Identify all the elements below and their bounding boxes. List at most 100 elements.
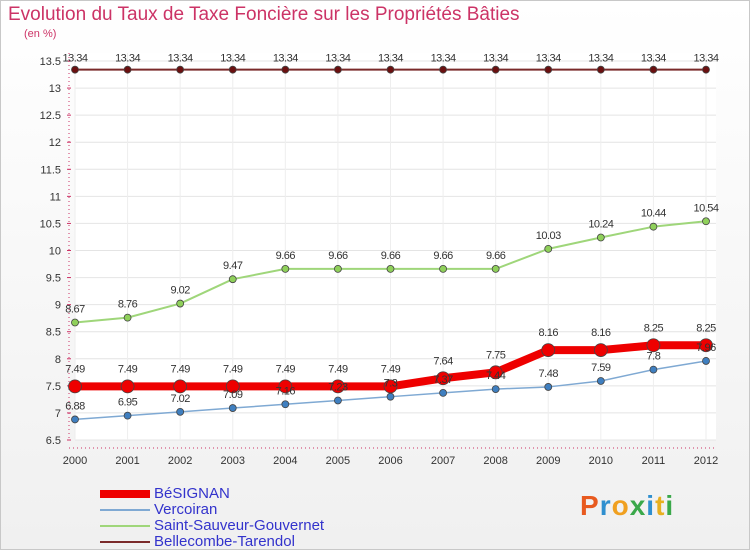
data-point [281, 400, 290, 409]
data-point [176, 407, 185, 416]
data-label: 13.34 [115, 53, 140, 65]
data-label: 9.66 [433, 250, 453, 262]
x-tick-label: 2011 [642, 455, 666, 467]
y-tick-label: 12 [49, 137, 61, 149]
line-chart: 6.5 7 7.5 8 8.5 9 9.5 10 10.5 11 11.5 12 12.5 13 13.5 2… [40, 53, 720, 467]
data-label: 9.66 [328, 250, 348, 262]
data-label: 7.75 [486, 349, 506, 361]
data-point [488, 365, 503, 380]
data-point [176, 299, 185, 308]
data-label: 9.02 [170, 285, 190, 297]
legend-swatch [100, 541, 150, 543]
logo-letter: t [655, 490, 666, 521]
data-point [649, 222, 658, 231]
x-tick-label: 2012 [694, 455, 718, 467]
data-labels-layer: 13.34 13.34 13.34 13.34 13.34 13.34 13.34 13.34… [62, 53, 719, 413]
data-point [436, 371, 450, 386]
data-label: 7.64 [433, 355, 453, 367]
data-label: 9.47 [223, 260, 243, 272]
x-tick-label: 2009 [536, 455, 560, 467]
data-label: 13.34 [588, 53, 613, 65]
proxiti-logo: Proxiti [580, 490, 674, 522]
y-tick-label: 10.5 [40, 218, 61, 230]
data-point [334, 65, 342, 74]
data-point [646, 338, 661, 353]
data-label: 8.67 [65, 304, 85, 316]
data-point [702, 357, 710, 365]
data-point [120, 379, 135, 394]
data-point [334, 265, 342, 273]
data-label: 7.02 [170, 393, 190, 405]
y-tick-label: 10 [49, 246, 61, 258]
data-point [491, 65, 500, 74]
data-label: 8.76 [118, 299, 138, 311]
x-tick-label: 2004 [273, 455, 297, 467]
data-label: 7.49 [118, 363, 138, 375]
data-label: 7.49 [381, 363, 401, 375]
data-label: 13.34 [273, 53, 298, 65]
grid-layer [74, 53, 716, 441]
y-tick-label: 8.5 [46, 327, 61, 339]
y-tick-label: 12.5 [40, 110, 61, 122]
data-point [593, 343, 608, 358]
data-label: 13.34 [693, 53, 718, 65]
data-label: 7.49 [276, 363, 296, 375]
data-label: 13.34 [220, 53, 245, 65]
data-point [702, 65, 710, 74]
data-label: 10.03 [536, 230, 561, 242]
data-point [544, 244, 553, 253]
data-point [278, 379, 293, 394]
data-label: 7.37 [433, 374, 453, 386]
y-tick-label: 13 [49, 83, 61, 95]
data-label: 7.8 [647, 351, 661, 363]
data-label: 13.34 [536, 53, 561, 65]
logo-letter: i [665, 490, 675, 521]
data-label: 7.49 [328, 363, 348, 375]
data-point [439, 388, 447, 397]
data-label: 10.44 [641, 208, 666, 220]
data-label: 9.66 [276, 250, 296, 262]
data-label: 9.66 [381, 250, 401, 262]
data-point [281, 265, 290, 273]
legend-label: BéSIGNAN [154, 485, 230, 502]
data-point [699, 338, 713, 353]
data-label: 7.09 [223, 389, 243, 401]
y-tick-label: 11 [50, 191, 61, 203]
data-point [491, 385, 500, 394]
data-point [544, 65, 553, 74]
legend-label: Bellecombe-Tarendol [154, 533, 295, 550]
data-point [596, 233, 605, 242]
logo-letter: i [646, 490, 656, 521]
data-label: 7.59 [591, 362, 611, 374]
x-tick-label: 2010 [589, 455, 613, 467]
data-label: 7.48 [539, 368, 559, 380]
logo-letter: r [599, 490, 612, 521]
data-label: 13.34 [431, 53, 456, 65]
y-tick-label: 9 [55, 300, 61, 312]
data-point [71, 65, 79, 74]
unit-label: (en %) [24, 28, 57, 40]
data-point [386, 265, 395, 273]
data-label: 7.49 [65, 363, 85, 375]
legend-swatch [100, 525, 150, 527]
data-label: 13.34 [483, 53, 508, 65]
data-label: 8.25 [696, 322, 716, 334]
data-point [228, 275, 237, 284]
data-label: 7.16 [276, 385, 296, 397]
data-label: 8.16 [591, 327, 611, 339]
data-label: 9.66 [486, 250, 506, 262]
logo-letter: o [611, 490, 630, 521]
y-tick-label: 8 [55, 354, 61, 366]
data-point [439, 65, 447, 74]
logo-letter: P [580, 490, 600, 521]
axes-layer: 6.5 7 7.5 8 8.5 9 9.5 10 10.5 11 11.5 12 12.5 13 13.5 2… [40, 53, 718, 467]
data-point [596, 377, 605, 385]
data-point [71, 415, 79, 424]
data-point [383, 379, 398, 394]
x-tick-label: 2001 [115, 455, 139, 467]
x-tick-label: 2003 [221, 455, 245, 467]
data-label: 13.34 [168, 53, 193, 65]
data-point [386, 65, 395, 74]
x-tick-label: 2006 [378, 455, 402, 467]
data-point [649, 65, 658, 74]
